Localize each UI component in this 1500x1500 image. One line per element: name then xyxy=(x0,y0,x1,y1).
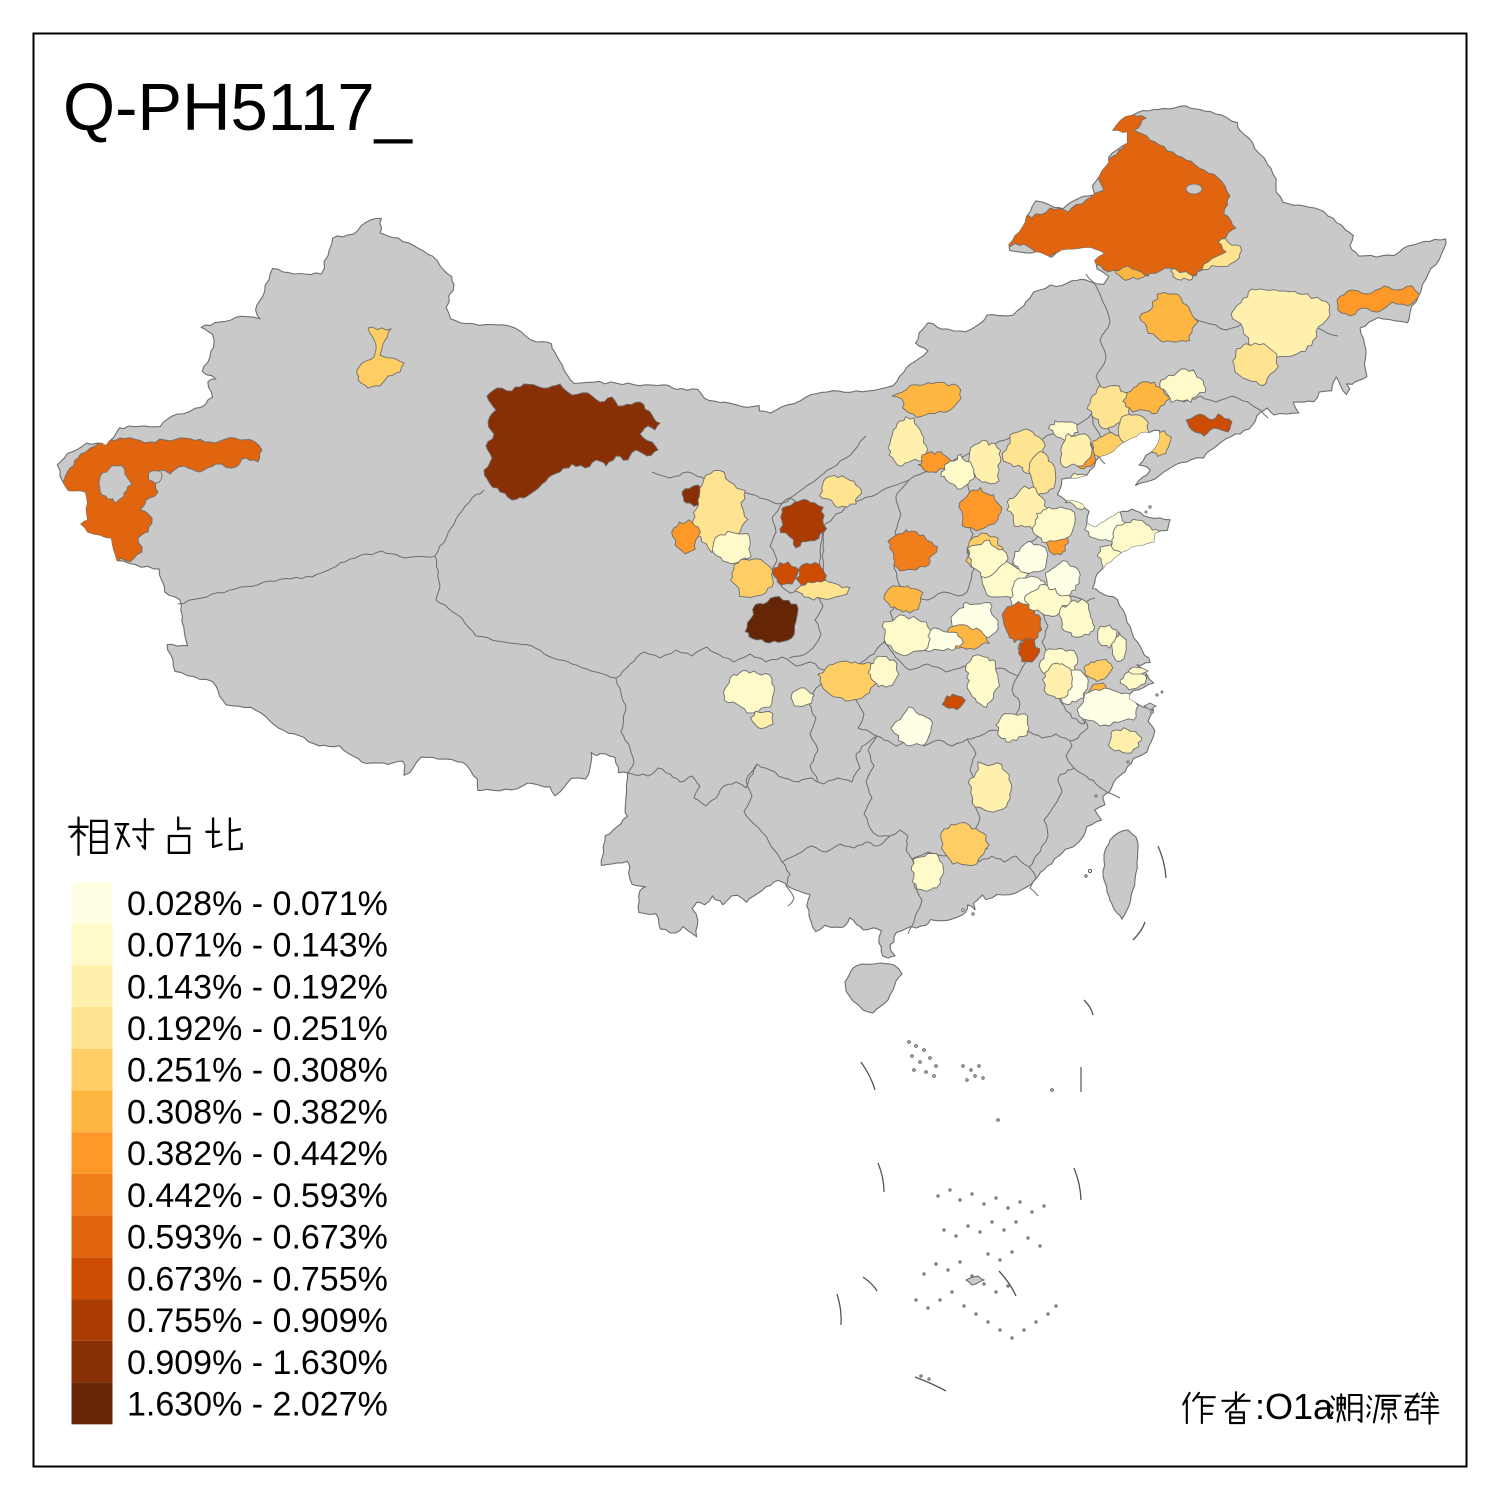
svg-text:0.251% - 0.308%: 0.251% - 0.308% xyxy=(127,1052,388,1090)
svg-text:0.909% - 1.630%: 0.909% - 1.630% xyxy=(127,1344,388,1382)
svg-text:Q-PH5117_: Q-PH5117_ xyxy=(63,70,414,145)
svg-text::O1a: :O1a xyxy=(1255,1386,1334,1427)
svg-text:0.673% - 0.755%: 0.673% - 0.755% xyxy=(127,1260,388,1298)
svg-text:0.192% - 0.251%: 0.192% - 0.251% xyxy=(127,1010,388,1048)
svg-text:0.755% - 0.909%: 0.755% - 0.909% xyxy=(127,1302,388,1340)
svg-text:0.442% - 0.593%: 0.442% - 0.593% xyxy=(127,1177,388,1215)
svg-text:0.028% - 0.071%: 0.028% - 0.071% xyxy=(127,885,388,923)
svg-text:1.630% - 2.027%: 1.630% - 2.027% xyxy=(127,1386,388,1424)
svg-text:0.593% - 0.673%: 0.593% - 0.673% xyxy=(127,1219,388,1257)
svg-text:0.071% - 0.143%: 0.071% - 0.143% xyxy=(127,927,388,965)
svg-text:0.382% - 0.442%: 0.382% - 0.442% xyxy=(127,1135,388,1173)
svg-text:0.143% - 0.192%: 0.143% - 0.192% xyxy=(127,968,388,1006)
svg-text:0.308% - 0.382%: 0.308% - 0.382% xyxy=(127,1093,388,1131)
